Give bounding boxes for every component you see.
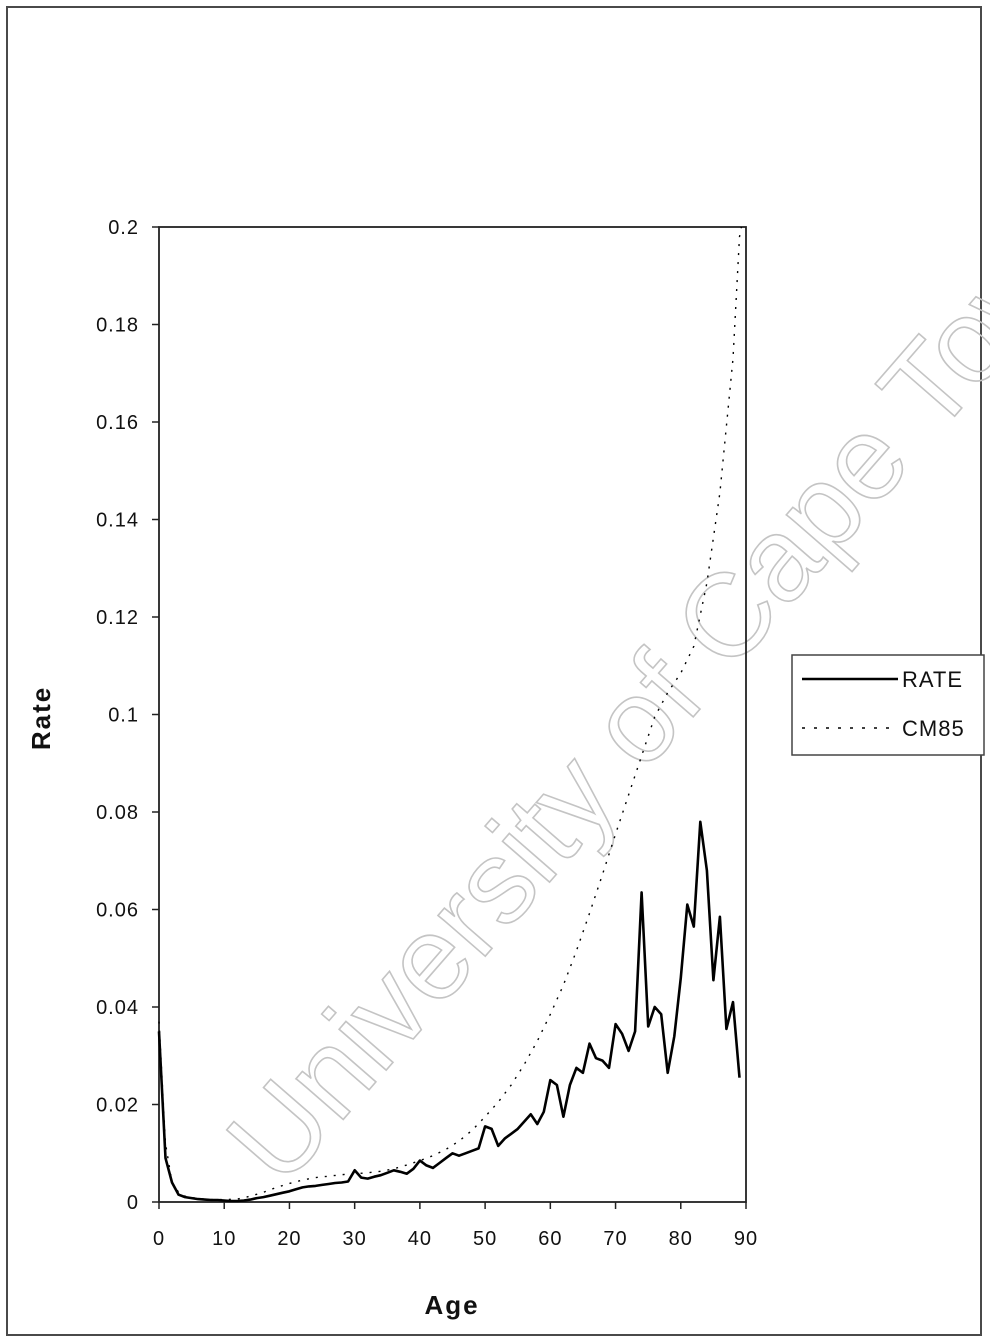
x-axis: 0 10 20 30 40 50 60 70 80 90	[153, 1202, 758, 1250]
series-line-rate	[157, 820, 741, 1203]
legend-box	[791, 654, 985, 756]
legend-label-rate: RATE	[902, 667, 963, 692]
y-tick-label: 0.18	[96, 315, 139, 337]
x-tick-label: 40	[408, 1228, 432, 1250]
x-tick-label: 0	[153, 1228, 165, 1250]
y-tick-label: 0.14	[96, 510, 139, 532]
y-tick-label: 0.02	[96, 1095, 139, 1117]
y-tick-label: 0.2	[108, 217, 139, 239]
legend: RATE CM85	[791, 654, 985, 756]
x-axis-title: Age	[424, 1290, 479, 1320]
x-tick-label: 30	[343, 1228, 367, 1250]
x-tick-label: 20	[277, 1228, 301, 1250]
y-tick-label: 0.1	[108, 705, 139, 727]
y-tick-label: 0.06	[96, 900, 139, 922]
y-tick-label: 0.08	[96, 802, 139, 824]
x-tick-label: 80	[669, 1228, 693, 1250]
y-tick-label: 0.16	[96, 412, 139, 434]
y-tick-label: 0	[127, 1192, 139, 1214]
x-tick-label: 10	[212, 1228, 236, 1250]
x-tick-label: 90	[734, 1228, 758, 1250]
x-tick-label: 50	[473, 1228, 497, 1250]
y-tick-label: 0.04	[96, 997, 139, 1019]
legend-label-cm85: CM85	[902, 716, 965, 741]
y-tick-label: 0.12	[96, 607, 139, 629]
x-tick-label: 60	[538, 1228, 562, 1250]
x-tick-label: 70	[603, 1228, 627, 1250]
y-axis-title: Rate	[26, 686, 56, 750]
y-axis: 0 0.02 0.04 0.06 0.08 0.1 0.12 0.14 0.16 0.18 0.2	[96, 217, 159, 1214]
